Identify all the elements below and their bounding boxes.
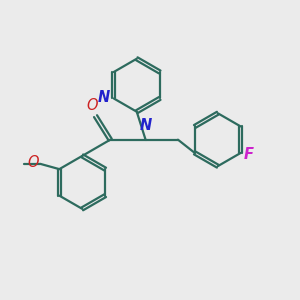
Text: N: N: [98, 90, 110, 105]
Text: O: O: [27, 155, 39, 170]
Text: F: F: [244, 147, 254, 162]
Text: N: N: [140, 118, 152, 133]
Text: O: O: [87, 98, 98, 112]
